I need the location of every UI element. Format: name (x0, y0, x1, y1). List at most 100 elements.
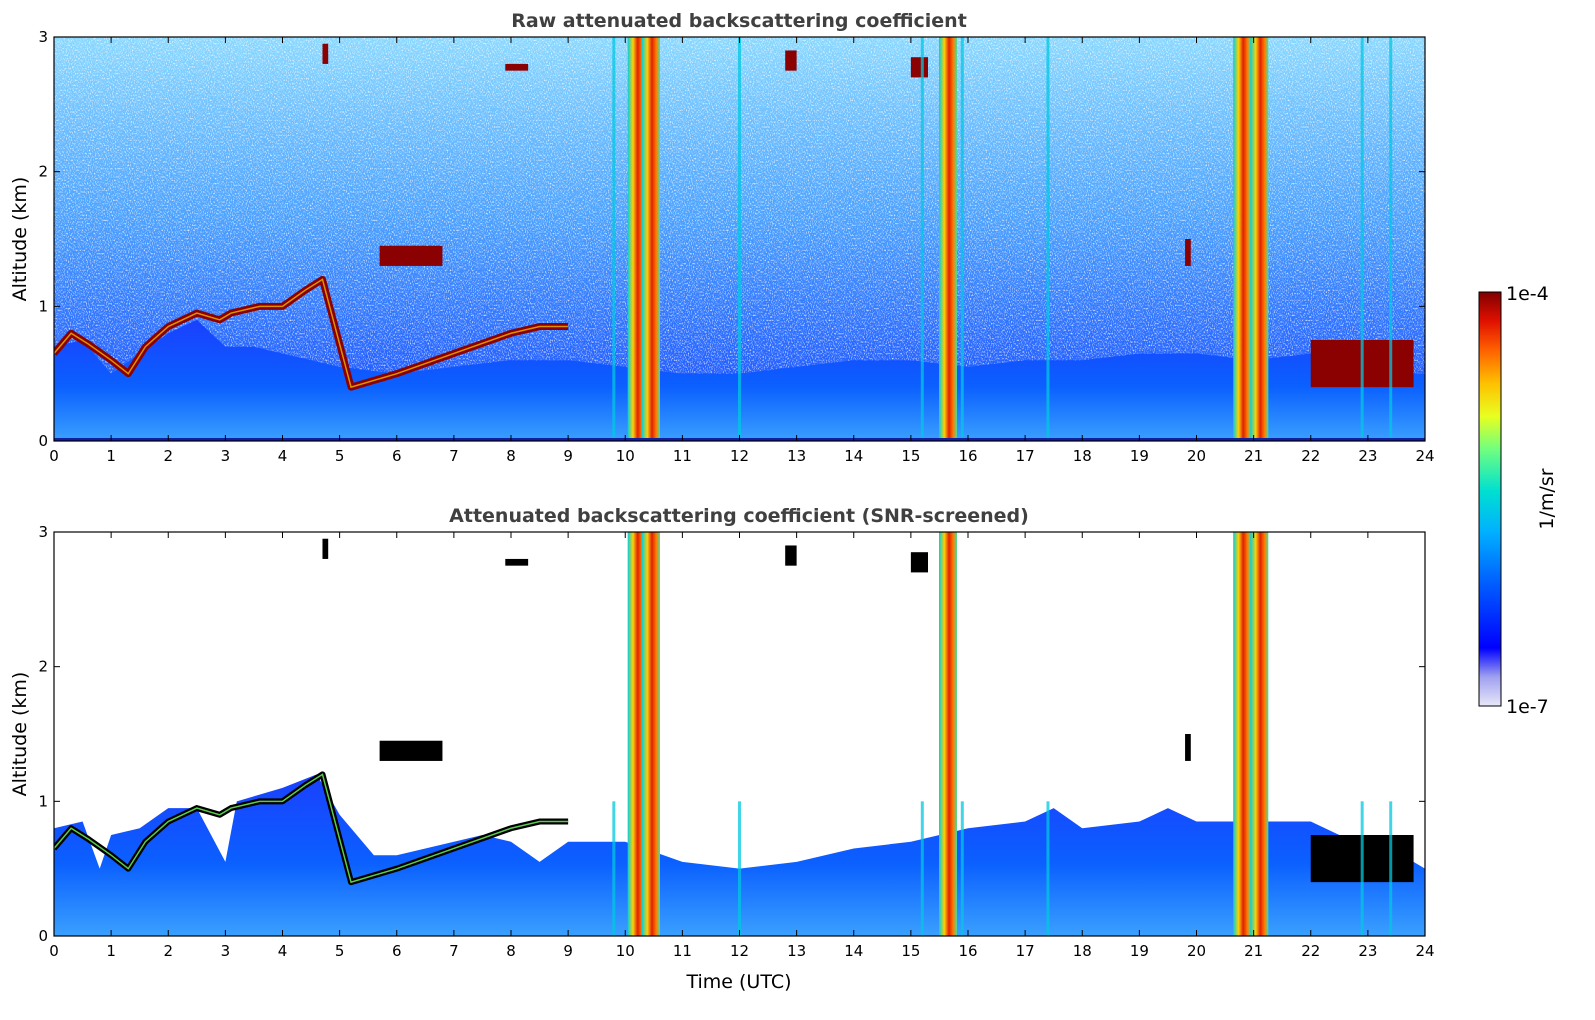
y-ticks-top: 0 1 2 3 (38, 28, 1425, 450)
raw-backscatter-panel: Raw attenuated backscattering coefficien… (9, 10, 1435, 465)
cloud-patch (910, 552, 929, 573)
y-tick-label: 2 (38, 658, 48, 676)
x-tick-label: 23 (1358, 942, 1377, 960)
x-tick-label: 23 (1358, 447, 1377, 465)
x-tick-label: 19 (1130, 942, 1149, 960)
x-tick-label: 4 (278, 447, 288, 465)
y-axis-label-bottom: Altitude (km) (9, 672, 31, 797)
x-tick-label: 13 (787, 942, 806, 960)
x-tick-label: 20 (1187, 942, 1206, 960)
x-tick-label: 21 (1244, 942, 1263, 960)
y-tick-label: 1 (38, 297, 48, 315)
precipitation-column (1250, 532, 1269, 936)
x-tick-label: 4 (278, 942, 288, 960)
x-tick-label: 15 (901, 942, 920, 960)
y-tick-label: 1 (38, 792, 48, 810)
x-axis-label: Time (UTC) (685, 971, 791, 993)
cloud-patch (505, 558, 529, 566)
y-tick-label: 0 (38, 432, 48, 450)
x-tick-label: 14 (844, 447, 863, 465)
y-axis-label-top: Altitude (km) (9, 177, 31, 302)
cloud-patch (322, 43, 329, 64)
cloud-patch (505, 63, 529, 71)
precipitation-column (1233, 532, 1252, 936)
thin-column (1360, 801, 1364, 936)
precipitation-column (939, 37, 958, 441)
precipitation-column (1250, 37, 1269, 441)
x-ticks-bottom: 0 1 2 3 4 5 6 7 8 9 10 11 12 13 14 15 16 17 18 19 20 21 22 23 24 (49, 532, 1435, 960)
x-tick-label: 1 (106, 447, 116, 465)
x-tick-label: 5 (335, 942, 345, 960)
x-tick-label: 18 (1073, 942, 1092, 960)
thin-column (738, 37, 741, 441)
x-tick-label: 8 (506, 447, 516, 465)
x-tick-label: 6 (392, 942, 402, 960)
x-tick-label: 12 (730, 447, 749, 465)
y-ticks-bottom: 0 1 2 3 (38, 523, 1425, 945)
y-tick-label: 3 (38, 28, 48, 46)
thin-column (1046, 37, 1050, 441)
precipitation-column (939, 532, 958, 936)
colorbar-max-label: 1e-4 (1506, 283, 1549, 305)
thin-column (1389, 801, 1393, 936)
x-tick-label: 10 (616, 447, 635, 465)
x-tick-label: 10 (616, 942, 635, 960)
x-tick-label: 13 (787, 447, 806, 465)
x-tick-label: 22 (1301, 447, 1320, 465)
x-tick-label: 8 (506, 942, 516, 960)
x-tick-label: 7 (449, 942, 459, 960)
x-tick-label: 14 (844, 942, 863, 960)
x-tick-label: 24 (1415, 447, 1434, 465)
x-tick-label: 22 (1301, 942, 1320, 960)
colorbar-gradient (1478, 291, 1502, 707)
x-tick-label: 3 (221, 447, 231, 465)
cloud-patch (1185, 734, 1191, 761)
x-tick-label: 12 (730, 942, 749, 960)
x-tick-label: 0 (49, 942, 59, 960)
x-tick-label: 7 (449, 447, 459, 465)
cloud-patch (379, 245, 443, 266)
x-tick-label: 19 (1130, 447, 1149, 465)
x-tick-label: 2 (163, 942, 173, 960)
precipitation-column (1233, 37, 1252, 441)
screened-heatmap (54, 532, 1425, 936)
thin-column (960, 37, 964, 441)
x-tick-label: 21 (1244, 447, 1263, 465)
raw-heatmap (54, 37, 1425, 441)
thin-column (960, 801, 964, 936)
snr-screened-panel: Attenuated backscattering coefficient (S… (9, 505, 1435, 993)
x-tick-label: 6 (392, 447, 402, 465)
aerosol-layer-edge (54, 278, 569, 389)
panel-title-raw: Raw attenuated backscattering coefficien… (511, 10, 967, 32)
precipitation-column (641, 532, 660, 936)
colorbar-unit-label: 1/m/sr (1536, 468, 1558, 529)
thin-column (920, 801, 924, 936)
precipitation-column (627, 532, 646, 936)
thin-column (1046, 801, 1050, 936)
x-tick-label: 18 (1073, 447, 1092, 465)
x-ticks-top: 0 1 2 3 4 5 6 7 8 9 10 11 12 13 14 15 16 17 18 19 20 21 22 23 24 (49, 37, 1435, 465)
cloud-patch (785, 545, 797, 566)
thin-column (612, 37, 616, 441)
x-tick-label: 16 (958, 447, 977, 465)
x-tick-label: 9 (563, 942, 573, 960)
x-tick-label: 3 (221, 942, 231, 960)
panel-title-screened: Attenuated backscattering coefficient (S… (449, 505, 1029, 527)
x-tick-label: 17 (1016, 942, 1035, 960)
cloud-patch (379, 740, 443, 761)
precipitation-column (627, 37, 646, 441)
thin-column (1389, 37, 1393, 441)
x-tick-label: 17 (1016, 447, 1035, 465)
thin-column (612, 801, 616, 936)
cloud-patch (1185, 239, 1191, 266)
x-tick-label: 9 (563, 447, 573, 465)
colorbar: 1e-4 1e-7 1/m/sr (1478, 283, 1558, 718)
screened-signal (54, 774, 1425, 936)
x-tick-label: 15 (901, 447, 920, 465)
y-tick-label: 0 (38, 927, 48, 945)
cloud-patch (910, 57, 929, 78)
thin-column (1360, 37, 1364, 441)
colorbar-min-label: 1e-7 (1506, 696, 1549, 718)
precipitation-column (641, 37, 660, 441)
